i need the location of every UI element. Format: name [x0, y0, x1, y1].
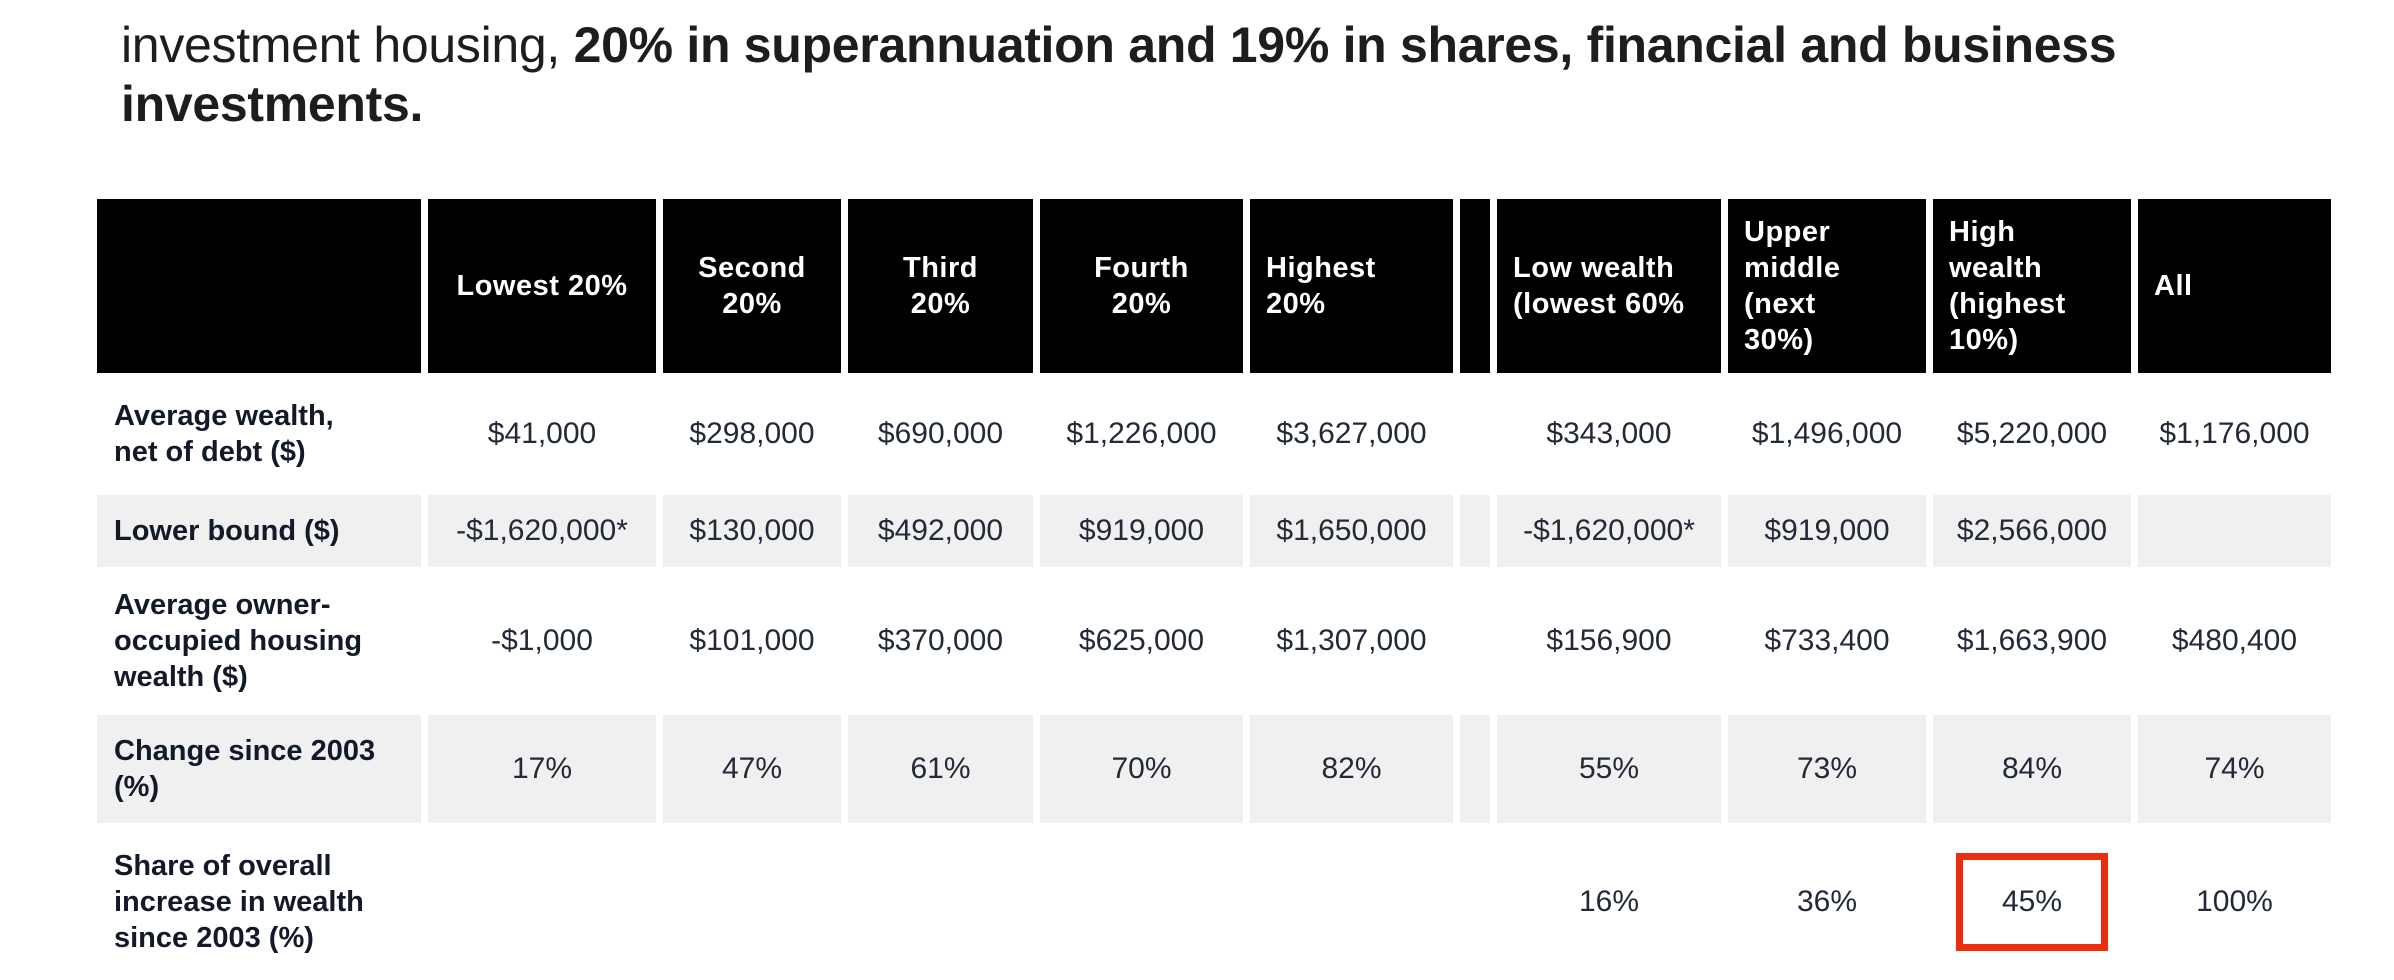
table-row-1: Lower bound ($) -$1,620,000* $130,000 $492,… — [97, 495, 2331, 567]
cell-second-20-row-3: 47% — [663, 715, 841, 823]
cell-highest-20-row-2: $1,307,000 — [1276, 624, 1427, 657]
cell-fourth-20-row-3: 70% — [1040, 715, 1243, 823]
cell-third-20-row-0: $690,000 — [877, 417, 1004, 450]
cell-second-20-row-2: $101,000 — [689, 624, 815, 657]
table-row-3: Change since 2003 (%) 17% 47% 61% 70% 82% 55% 7… — [97, 715, 2331, 823]
highlight-box: 45% — [1956, 852, 2108, 951]
cell-highest-20-row-1: $1,650,000 — [1250, 495, 1453, 567]
column-header-separator — [1460, 199, 1490, 373]
cell-all-row-2: $480,400 — [2171, 624, 2298, 657]
cell-upper-middle-row-0: $1,496,000 — [1751, 417, 1903, 450]
cell-highest-20-row-3: 82% — [1250, 715, 1453, 823]
column-header-third-20: Third 20% — [848, 199, 1033, 373]
cell-fourth-20-row-2: $625,000 — [1078, 624, 1205, 657]
column-header-low-wealth: Low wealth (lowest 60% — [1497, 199, 1721, 373]
cell-high-wealth-row-4: 45% — [1933, 823, 2131, 980]
cell-separator-row-0 — [1460, 373, 1490, 495]
heading-text-bold: 20% in superannuation and 19% in shares,… — [121, 17, 2117, 132]
column-header-upper-middle: Upper middle (next 30%) — [1728, 199, 1926, 373]
cell-third-20-row-3: 61% — [848, 715, 1033, 823]
cell-low-wealth-row-4: 16% — [1578, 884, 1640, 918]
cell-second-20-row-1: $130,000 — [663, 495, 841, 567]
cell-all-row-1 — [2138, 495, 2331, 567]
cell-third-20-row-2: $370,000 — [877, 624, 1004, 657]
cell-fourth-20-row-1: $919,000 — [1040, 495, 1243, 567]
cell-high-wealth-row-1: $2,566,000 — [1933, 495, 2131, 567]
cell-low-wealth-row-1: -$1,620,000* — [1497, 495, 1721, 567]
cell-lowest-20-row-0: $41,000 — [487, 417, 597, 450]
cell-second-20-row-0: $298,000 — [689, 417, 815, 450]
cell-lowest-20-row-1: -$1,620,000* — [428, 495, 656, 567]
cell-lowest-20-row-2: -$1,000 — [491, 624, 593, 657]
table-row-2: Average owner-occupied housing wealth ($… — [97, 567, 2331, 715]
column-header-high-wealth: High wealth (highest 10%) — [1933, 199, 2131, 373]
cell-upper-middle-row-4: 36% — [1796, 884, 1858, 918]
row-label-0: Average wealth, net of debt ($) — [114, 400, 334, 468]
cell-upper-middle-row-3: 73% — [1728, 715, 1926, 823]
cell-upper-middle-row-1: $919,000 — [1728, 495, 1926, 567]
row-label-3: Change since 2003 (%) — [97, 715, 421, 823]
cell-third-20-row-4 — [848, 823, 1033, 980]
column-header-lowest-20: Lowest 20% — [428, 199, 656, 373]
column-header-fourth-20: Fourth 20% — [1040, 199, 1243, 373]
column-header-row-label — [97, 199, 421, 373]
cell-third-20-row-1: $492,000 — [848, 495, 1033, 567]
header-row: Lowest 20% Second 20% Third 20% Fourth 20% H… — [97, 199, 2331, 373]
column-header-highest-20: Highest 20% — [1250, 199, 1453, 373]
column-header-second-20: Second 20% — [663, 199, 841, 373]
row-label-2: Average owner-occupied housing wealth ($… — [114, 589, 363, 693]
cell-all-row-4: 100% — [2196, 884, 2273, 918]
row-label-1: Lower bound ($) — [97, 495, 421, 567]
page-heading: investment housing, 20% in superannuatio… — [121, 16, 2351, 134]
cell-high-wealth-row-3: 84% — [1933, 715, 2131, 823]
cell-highest-20-row-4 — [1250, 823, 1453, 980]
cell-separator-row-4 — [1460, 823, 1490, 980]
cell-low-wealth-row-0: $343,000 — [1546, 417, 1672, 450]
table-body: Average wealth, net of debt ($) $41,000 $2… — [97, 373, 2331, 980]
cell-low-wealth-row-3: 55% — [1497, 715, 1721, 823]
cell-lowest-20-row-3: 17% — [428, 715, 656, 823]
table-header: Lowest 20% Second 20% Third 20% Fourth 20% H… — [97, 199, 2331, 373]
cell-fourth-20-row-0: $1,226,000 — [1066, 417, 1217, 450]
cell-all-row-0: $1,176,000 — [2159, 417, 2310, 450]
table-row-4: Share of overall increase in wealth sinc… — [97, 823, 2331, 980]
cell-second-20-row-4 — [663, 823, 841, 980]
table-row-0: Average wealth, net of debt ($) $41,000 $2… — [97, 373, 2331, 495]
cell-high-wealth-row-2: $1,663,900 — [1956, 624, 2108, 657]
wealth-distribution-table: Lowest 20% Second 20% Third 20% Fourth 20% H… — [90, 199, 2338, 980]
column-header-all: All — [2138, 199, 2331, 373]
row-label-4: Share of overall increase in wealth sinc… — [114, 849, 364, 954]
cell-separator-row-2 — [1460, 567, 1490, 715]
cell-low-wealth-row-2: $156,900 — [1546, 624, 1672, 657]
cell-separator-row-3 — [1460, 715, 1490, 823]
cell-lowest-20-row-4 — [428, 823, 656, 980]
cell-upper-middle-row-2: $733,400 — [1764, 624, 1890, 657]
cell-separator-row-1 — [1460, 495, 1490, 567]
cell-all-row-3: 74% — [2138, 715, 2331, 823]
cell-fourth-20-row-4 — [1040, 823, 1243, 980]
cell-high-wealth-row-0: $5,220,000 — [1956, 417, 2108, 450]
cell-highest-20-row-0: $3,627,000 — [1276, 417, 1427, 450]
heading-text-regular: investment housing, — [121, 17, 574, 73]
